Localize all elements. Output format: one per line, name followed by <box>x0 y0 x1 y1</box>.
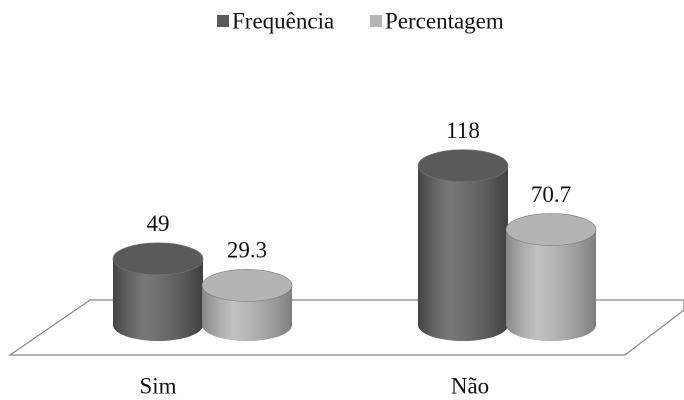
legend-swatch <box>217 15 229 27</box>
floor <box>8 299 684 356</box>
bar <box>505 213 597 341</box>
bar <box>112 242 204 341</box>
cylinder-top <box>417 149 509 182</box>
bar <box>417 149 509 341</box>
data-label: 118 <box>446 118 480 143</box>
legend-swatch <box>370 15 382 27</box>
cylinder-shade <box>113 258 203 341</box>
cylinder-top <box>112 242 204 276</box>
cylinder-shade <box>506 229 596 341</box>
data-label: 49 <box>147 211 170 236</box>
cylinder-top <box>201 269 293 302</box>
data-label: 70.7 <box>531 182 571 207</box>
cylinder-top <box>505 213 597 246</box>
bar <box>201 269 293 341</box>
data-label: 29.3 <box>227 238 267 263</box>
x-tick-label: Não <box>451 373 489 398</box>
x-tick-label: Sim <box>139 373 176 398</box>
legend-label: Percentagem <box>385 8 504 33</box>
legend-label: Frequência <box>232 8 334 33</box>
cylinder-shade <box>418 165 508 341</box>
